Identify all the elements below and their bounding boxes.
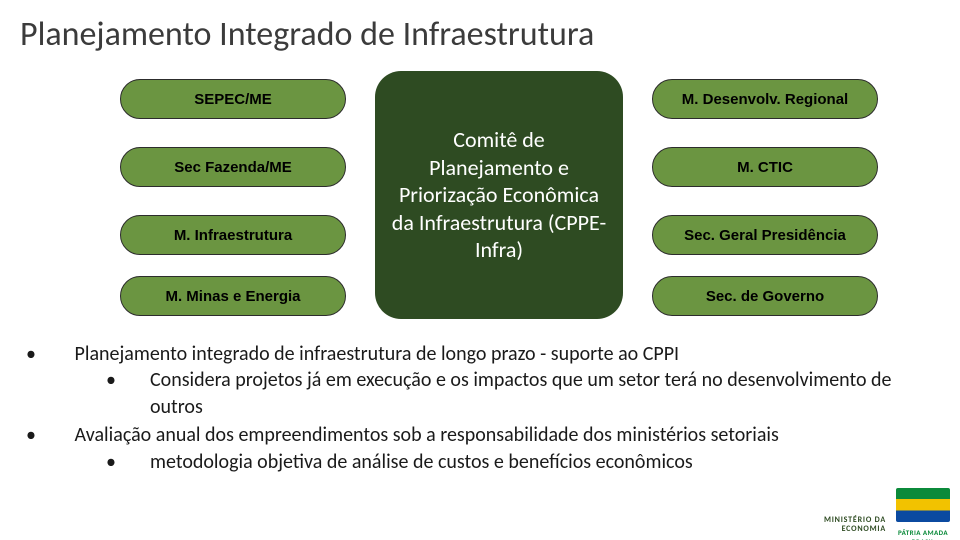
bullet-subitem: metodologia objetiva de análise de custo… <box>92 449 940 475</box>
brazil-flag-icon: PÁTRIA AMADA BRASIL <box>896 488 950 534</box>
center-committee-box: Comitê de Planejamento e Priorização Eco… <box>375 71 623 319</box>
pill-sec-geral-presidencia: Sec. Geral Presidência <box>652 215 878 255</box>
flag-icon <box>896 488 950 522</box>
pill-sec-de-governo: Sec. de Governo <box>652 276 878 316</box>
bullet-text: Avaliação anual dos empreendimentos sob … <box>75 423 779 447</box>
bullet-text: Considera projetos já em execução e os i… <box>150 368 892 418</box>
pill-sec-fazenda-me: Sec Fazenda/ME <box>120 147 346 187</box>
bullet-text: metodologia objetiva de análise de custo… <box>150 450 693 474</box>
pill-m-minas-energia: M. Minas e Energia <box>120 276 346 316</box>
bullet-item: Avaliação anual dos empreendimentos sob … <box>42 422 940 475</box>
flag-caption: PÁTRIA AMADA BRASIL <box>896 528 950 540</box>
bullet-item: Planejamento integrado de infraestrutura… <box>42 341 940 420</box>
pill-m-desenvolv-regional: M. Desenvolv. Regional <box>652 79 878 119</box>
page-title: Planejamento Integrado de Infraestrutura <box>20 14 940 55</box>
org-diagram: Comitê de Planejamento e Priorização Eco… <box>120 71 880 319</box>
bullet-text: Planejamento integrado de infraestrutura… <box>75 342 680 366</box>
ministry-logo-text: MINISTÉRIO DA ECONOMIA <box>824 516 886 534</box>
ministry-line2: ECONOMIA <box>824 525 886 534</box>
pill-m-infraestrutura: M. Infraestrutura <box>120 215 346 255</box>
pill-m-ctic: M. CTIC <box>652 147 878 187</box>
bullet-subitem: Considera projetos já em execução e os i… <box>92 367 940 420</box>
bullet-list: Planejamento integrado de infraestrutura… <box>20 341 940 475</box>
footer: MINISTÉRIO DA ECONOMIA PÁTRIA AMADA BRAS… <box>824 488 950 534</box>
slide: Planejamento Integrado de Infraestrutura… <box>0 0 960 540</box>
pill-sepec-me: SEPEC/ME <box>120 79 346 119</box>
